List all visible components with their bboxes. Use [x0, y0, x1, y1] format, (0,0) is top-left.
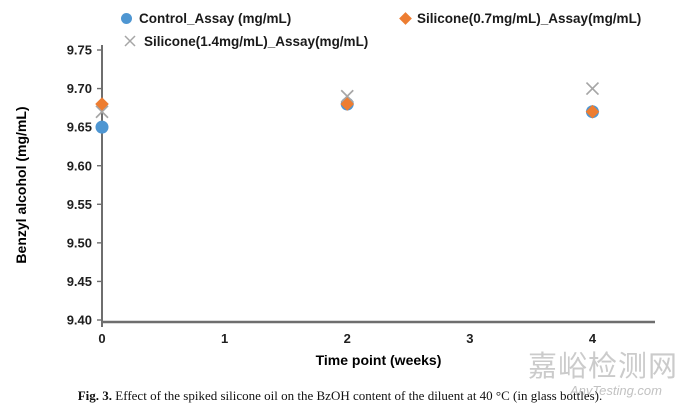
legend-item-silicone-14: Silicone(1.4mg/mL)_Assay(mg/mL): [123, 32, 368, 50]
data-point-diamond-week-0: [95, 97, 109, 111]
circle-marker-icon: [121, 12, 132, 24]
legend-label-control: Control_Assay (mg/mL): [139, 10, 292, 26]
y-tick-label: 9.75: [67, 43, 92, 58]
data-point-circle-week-0: [95, 120, 109, 134]
y-tick-label: 9.50: [67, 235, 92, 250]
x-tick-label: 3: [466, 331, 473, 346]
legend-item-control: Control_Assay (mg/mL): [121, 9, 291, 27]
x-marker-icon: [124, 35, 136, 47]
x-axis-title: Time point (weeks): [315, 352, 442, 368]
y-tick-label: 9.45: [67, 274, 92, 289]
figure-number: Fig. 3.: [77, 388, 113, 403]
legend-label-silicone-07: Silicone(0.7mg/mL)_Assay(mg/mL): [417, 10, 642, 26]
y-tick-label: 9.70: [67, 81, 92, 96]
x-tick-label: 2: [344, 331, 351, 346]
data-point-diamond-week-2: [340, 97, 355, 111]
figure-caption: Fig. 3. Effect of the spiked silicone oi…: [0, 388, 680, 404]
y-tick-label: 9.40: [67, 313, 92, 328]
figure-caption-text: Effect of the spiked silicone oil on the…: [115, 388, 603, 403]
x-tick-label: 1: [221, 331, 228, 346]
y-tick-label: 9.55: [67, 197, 92, 212]
scatter-plot: 9.40 9.45 9.50 9.55 9.60 9.65 9.70 9.75 0 1 2 3 4: [67, 43, 655, 346]
data-point-diamond-week-4: [585, 104, 600, 119]
y-tick-label: 9.65: [67, 120, 92, 135]
x-tick-label: 4: [589, 331, 597, 346]
y-axis-title: Benzyl alcohol (mg/mL): [13, 106, 29, 264]
data-point-x-week-0: [95, 105, 109, 119]
y-tick-label: 9.60: [67, 158, 92, 173]
x-tick-label: 0: [98, 331, 105, 346]
data-point-x-week-2: [340, 89, 354, 103]
data-point-x-week-4: [585, 81, 600, 96]
legend-label-silicone-14: Silicone(1.4mg/mL)_Assay(mg/mL): [144, 33, 369, 49]
legend-item-silicone-07: Silicone(0.7mg/mL)_Assay(mg/mL): [399, 9, 642, 27]
